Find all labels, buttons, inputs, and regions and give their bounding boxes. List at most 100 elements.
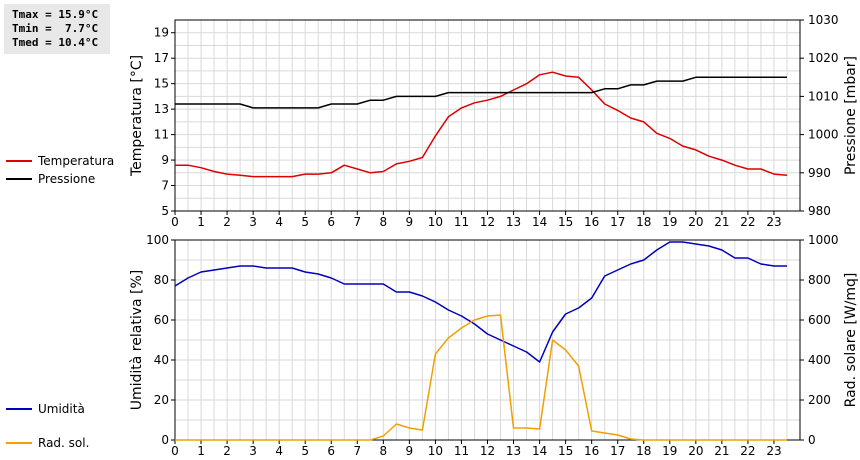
- temp-press-x-tick-label: 23: [766, 215, 781, 229]
- temp-press-x-tick-label: 17: [610, 215, 625, 229]
- hum-rad-yr-tick-label: 0: [808, 433, 816, 447]
- legend-label-temperatura: Temperatura: [38, 154, 115, 168]
- hum-rad-x-tick-label: 0: [171, 444, 179, 458]
- temp-press-x-tick-label: 5: [301, 215, 309, 229]
- hum-rad-x-tick-label: 1: [197, 444, 205, 458]
- tmax-text: Tmax = 15.9°C: [12, 8, 99, 21]
- legends: Temperatura Pressione Umidità Rad. sol.: [0, 0, 130, 460]
- hum-rad-x-tick-label: 19: [662, 444, 677, 458]
- temp-press-yl-tick-label: 19: [154, 26, 169, 40]
- temp-press-x-tick-label: 7: [353, 215, 361, 229]
- hum-rad-y-left-label: Umidità relativa [%]: [129, 270, 145, 411]
- temp-press-series-pressione: [175, 76, 787, 109]
- temp-press-x-tick-label: 14: [532, 215, 547, 229]
- hum-rad-x-tick-label: 7: [353, 444, 361, 458]
- hum-rad-x-tick-label: 13: [506, 444, 521, 458]
- hum-rad-yl-tick-label: 40: [154, 353, 169, 367]
- legend-swatch-rad-sol: [6, 441, 32, 444]
- legend-pressione: Pressione: [6, 172, 95, 186]
- hum-rad-x-tick-label: 5: [301, 444, 309, 458]
- hum-rad-x-tick-label: 18: [636, 444, 651, 458]
- hum-rad-x-tick-label: 15: [558, 444, 573, 458]
- legend-umidita: Umidità: [6, 402, 85, 416]
- hum-rad-x-tick-label: 23: [766, 444, 781, 458]
- temp-press-yr-tick-label: 1010: [808, 89, 839, 103]
- legend-swatch-umidita: [6, 407, 32, 410]
- temp-press-x-tick-label: 1: [197, 215, 205, 229]
- legend-temperatura: Temperatura: [6, 154, 114, 168]
- hum-rad-x-tick-label: 10: [428, 444, 443, 458]
- tmed-text: Tmed = 10.4°C: [12, 36, 99, 49]
- hum-rad-series-umidit-: [174, 241, 787, 363]
- stats-box: Tmax = 15.9°C Tmin = 7.7°C Tmed = 10.4°C: [4, 4, 110, 54]
- temp-press-x-tick-label: 0: [171, 215, 179, 229]
- legend-swatch-temperatura: [6, 159, 32, 162]
- legend-label-umidita: Umidità: [38, 402, 85, 416]
- temperature-pressure-chart: 0 1 2 3 4 5 6 7 8 9 10 11 12 13 14 15 16 17 18 19 20 21 22 2357…: [129, 13, 859, 229]
- hum-rad-x-tick-label: 22: [740, 444, 755, 458]
- temp-press-yr-tick-label: 980: [808, 204, 831, 218]
- temp-press-yl-tick-label: 17: [154, 51, 169, 65]
- hum-rad-y-right-label: Rad. solare [W/mq]: [843, 273, 859, 408]
- temp-press-yr-tick-label: 990: [808, 166, 831, 180]
- hum-rad-x-tick-label: 21: [714, 444, 729, 458]
- temp-press-x-tick-label: 4: [275, 215, 283, 229]
- temp-press-y-left-label: Temperatura [°C]: [129, 55, 145, 177]
- hum-rad-yl-tick-label: 0: [161, 433, 169, 447]
- temp-press-x-tick-label: 12: [480, 215, 495, 229]
- temp-press-x-tick-label: 3: [249, 215, 257, 229]
- temp-press-x-tick-label: 22: [740, 215, 755, 229]
- hum-rad-yr-tick-label: 600: [808, 313, 831, 327]
- temp-press-x-tick-label: 21: [714, 215, 729, 229]
- temp-press-yl-tick-label: 7: [161, 179, 169, 193]
- hum-rad-x-tick-label: 6: [327, 444, 335, 458]
- hum-rad-yl-tick-label: 60: [154, 313, 169, 327]
- temp-press-y-right-label: Pressione [mbar]: [843, 56, 859, 175]
- temp-press-yl-tick-label: 13: [154, 102, 169, 116]
- temp-press-yl-tick-label: 9: [161, 153, 169, 167]
- temp-press-yr-tick-label: 1000: [808, 128, 839, 142]
- humidity-radiation-chart: 0 1 2 3 4 5 6 7 8 9 10 11 12 13 14 15 16 17 18 19 20 21 22 2302…: [129, 233, 859, 458]
- hum-rad-x-tick-label: 3: [249, 444, 257, 458]
- hum-rad-x-tick-label: 2: [223, 444, 231, 458]
- temp-press-x-tick-label: 15: [558, 215, 573, 229]
- hum-rad-yr-tick-label: 200: [808, 393, 831, 407]
- temp-press-x-tick-label: 19: [662, 215, 677, 229]
- hum-rad-x-tick-label: 12: [480, 444, 495, 458]
- legend-rad-sol: Rad. sol.: [6, 436, 89, 450]
- hum-rad-x-tick-label: 16: [584, 444, 599, 458]
- hum-rad-x-tick-label: 9: [406, 444, 414, 458]
- hum-rad-yr-tick-label: 1000: [808, 233, 839, 247]
- temp-press-x-tick-label: 11: [454, 215, 469, 229]
- hum-rad-x-tick-label: 11: [454, 444, 469, 458]
- hum-rad-series-rad-sol-: [175, 314, 787, 441]
- temp-press-series-temperatura: [175, 71, 788, 178]
- temp-press-yr-tick-label: 1020: [808, 51, 839, 65]
- tmin-text: Tmin = 7.7°C: [12, 22, 99, 35]
- hum-rad-x-tick-label: 8: [380, 444, 388, 458]
- temp-press-x-tick-label: 13: [506, 215, 521, 229]
- temp-press-x-tick-label: 9: [406, 215, 414, 229]
- temp-press-yl-tick-label: 5: [161, 204, 169, 218]
- temp-press-x-tick-label: 8: [380, 215, 388, 229]
- legend-swatch-pressione: [6, 177, 32, 180]
- temp-press-x-tick-label: 20: [688, 215, 703, 229]
- hum-rad-x-tick-label: 17: [610, 444, 625, 458]
- hum-rad-x-tick-label: 4: [275, 444, 283, 458]
- hum-rad-yr-tick-label: 400: [808, 353, 831, 367]
- temp-press-x-tick-label: 2: [223, 215, 231, 229]
- hum-rad-x-tick-label: 20: [688, 444, 703, 458]
- hum-rad-yl-tick-label: 80: [154, 273, 169, 287]
- legend-label-pressione: Pressione: [38, 172, 96, 186]
- temp-press-yl-tick-label: 15: [154, 77, 169, 91]
- legend-label-rad-sol: Rad. sol.: [38, 436, 90, 450]
- hum-rad-x-tick-label: 14: [532, 444, 547, 458]
- temp-press-yl-tick-label: 11: [154, 128, 169, 142]
- temp-press-x-tick-label: 10: [428, 215, 443, 229]
- temp-press-x-tick-label: 18: [636, 215, 651, 229]
- temp-press-yr-tick-label: 1030: [808, 13, 839, 27]
- hum-rad-yl-tick-label: 100: [146, 233, 169, 247]
- temp-press-x-tick-label: 6: [327, 215, 335, 229]
- hum-rad-yr-tick-label: 800: [808, 273, 831, 287]
